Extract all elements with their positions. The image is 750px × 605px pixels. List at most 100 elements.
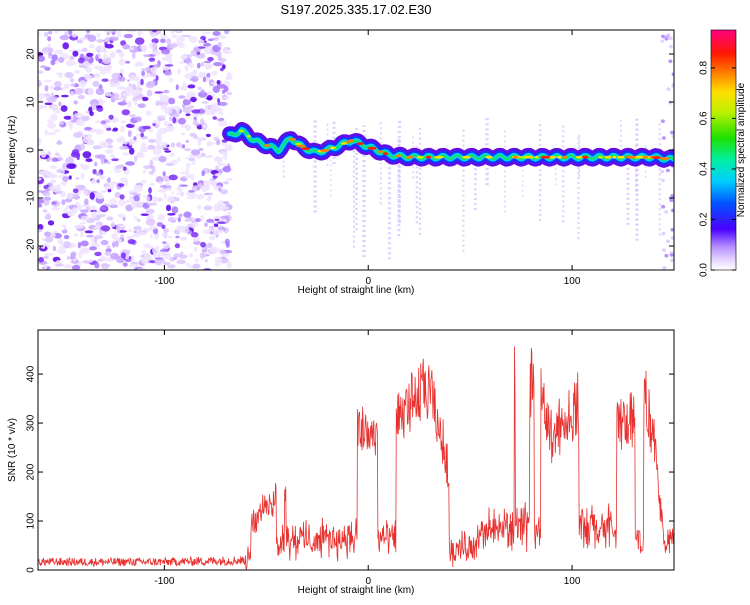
noise-blob — [162, 171, 166, 177]
noise-blob — [97, 258, 103, 262]
noise-blob — [191, 109, 201, 114]
noise-blob — [218, 107, 223, 114]
noise-blob — [152, 123, 156, 126]
noise-blob — [80, 215, 90, 221]
noise-blob — [49, 179, 57, 184]
noise-blob — [670, 194, 674, 198]
noise-blob — [94, 161, 98, 167]
noise-blob — [150, 182, 155, 186]
noise-blob — [106, 245, 111, 248]
noise-blob — [119, 194, 125, 200]
noise-blob — [70, 151, 81, 158]
noise-blob — [108, 114, 114, 120]
signal-hotspot — [461, 155, 471, 159]
noise-blob — [183, 211, 192, 218]
noise-blob — [71, 264, 81, 270]
signal-hotspot — [395, 154, 402, 158]
noise-blob — [140, 78, 144, 86]
noise-blob — [185, 124, 192, 131]
noise-blob — [216, 221, 226, 224]
noise-blob — [185, 139, 189, 143]
noise-blob — [167, 235, 174, 239]
noise-blob — [87, 34, 97, 43]
noise-blob — [224, 238, 230, 245]
noise-blob — [61, 168, 65, 175]
noise-blob — [72, 188, 79, 194]
noise-blob — [203, 205, 213, 211]
noise-blob — [151, 165, 156, 173]
noise-blob — [661, 248, 666, 252]
noise-blob — [189, 35, 198, 43]
noise-blob — [88, 44, 95, 49]
noise-blob — [124, 258, 132, 263]
noise-blob — [212, 37, 215, 41]
noise-blob — [109, 154, 116, 158]
noise-blob — [227, 211, 232, 215]
noise-blob — [166, 197, 176, 203]
noise-blob — [72, 207, 78, 214]
noise-blob — [200, 241, 207, 248]
noise-blob — [670, 208, 674, 213]
noise-blob — [44, 79, 52, 83]
noise-blob — [97, 53, 101, 58]
noise-blob — [206, 95, 213, 101]
noise-blob — [219, 101, 228, 107]
noise-blob — [196, 62, 201, 69]
noise-blob — [177, 185, 183, 193]
noise-blob — [200, 214, 204, 223]
noise-blob — [168, 97, 176, 105]
noise-blob — [117, 76, 126, 82]
noise-blob — [48, 52, 53, 56]
noise-blob — [55, 184, 62, 191]
noise-blob — [213, 215, 222, 219]
colorbar: 0.0 0.2 0.4 0.6 0.8 Normalized spectral ampl… — [699, 29, 747, 277]
noise-blob — [80, 164, 90, 171]
noise-blob — [99, 206, 108, 210]
colorbar-tick-label: 0.4 — [699, 162, 710, 176]
noise-blob — [134, 61, 144, 67]
noise-blob — [168, 58, 173, 65]
noise-blob — [167, 264, 176, 269]
noise-blob — [661, 204, 666, 209]
noise-blob — [123, 140, 128, 145]
signal-hotspot — [512, 155, 519, 159]
noise-blob — [131, 51, 136, 60]
noise-blob — [669, 44, 673, 49]
noise-blob — [174, 243, 180, 249]
noise-blob — [95, 172, 101, 176]
noise-blob — [140, 213, 149, 216]
noise-blob — [116, 226, 121, 234]
noise-blob — [57, 139, 61, 145]
noise-blob — [196, 137, 205, 142]
noise-blob — [217, 52, 222, 59]
noise-blob — [209, 231, 215, 235]
noise-blob — [116, 136, 126, 144]
noise-blob — [203, 180, 212, 186]
noise-blob — [182, 98, 191, 106]
noise-blob — [662, 266, 667, 270]
noise-blob — [55, 72, 63, 76]
snr-y-tick-label: 300 — [26, 414, 37, 431]
noise-blob — [169, 152, 175, 157]
spectrogram-x-tick-label: 0 — [365, 276, 371, 287]
noise-blob — [194, 258, 199, 263]
noise-blob — [163, 89, 170, 94]
noise-blob — [121, 109, 130, 116]
noise-blob — [94, 251, 102, 257]
noise-blob — [220, 67, 224, 72]
noise-blob — [134, 155, 138, 163]
noise-blob — [55, 263, 64, 267]
noise-blob — [106, 183, 115, 191]
noise-blob — [133, 225, 142, 231]
noise-blob — [84, 126, 92, 131]
noise-blob — [215, 165, 219, 172]
snr-background — [38, 330, 674, 570]
noise-blob — [53, 86, 62, 91]
noise-blob — [38, 55, 45, 62]
noise-blob — [98, 98, 103, 102]
noise-blob — [100, 157, 105, 165]
noise-blob — [126, 30, 137, 33]
noise-blob — [159, 249, 170, 252]
noise-blob — [190, 173, 195, 181]
